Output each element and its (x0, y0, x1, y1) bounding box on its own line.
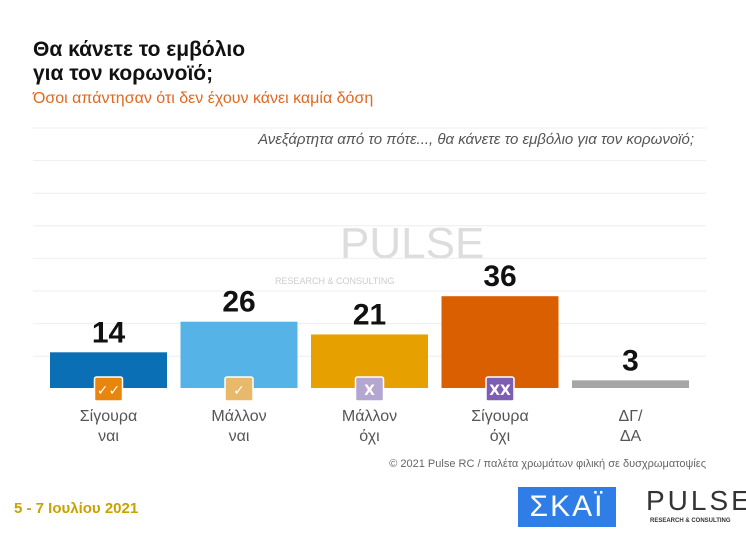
chart-subtitle: Όσοι απάντησαν ότι δεν έχουν κάνει καμία… (33, 90, 374, 107)
bar (441, 296, 559, 388)
category-label: όχι (359, 428, 380, 445)
badge-icon (354, 376, 385, 402)
watermark-tagline: RESEARCH & CONSULTING (275, 276, 394, 286)
chart-title: Θα κάνετε το εμβόλιο για τον κορωνοϊό; (33, 38, 245, 86)
category-label: Μάλλον (342, 408, 397, 425)
badge-symbol: XX (489, 383, 511, 399)
copyright-note: © 2021 Pulse RC / παλέτα χρωμάτων φιλική… (389, 458, 706, 470)
category-label: Μάλλον (211, 408, 266, 425)
category-label: ΔΓ/ (619, 408, 644, 425)
badge-symbol: ✓✓ (97, 383, 120, 399)
data-label: 26 (222, 286, 255, 319)
category-label: Σίγουρα (471, 408, 528, 425)
pulse-logo: PULSE RESEARCH & CONSULTING (626, 485, 746, 529)
category-label: όχι (490, 428, 511, 445)
badge-icon (485, 376, 515, 402)
badge-icon (93, 376, 124, 402)
category-label: ναι (229, 428, 250, 445)
data-label: 3 (622, 344, 639, 377)
badge-icon (224, 376, 254, 402)
pulse-logo-tagline: RESEARCH & CONSULTING (650, 518, 731, 524)
category-label: ΔΑ (620, 428, 642, 445)
pulse-logo-text: PULSE (646, 485, 746, 516)
category-label: Σίγουρα (80, 408, 137, 425)
question-text: Ανεξάρτητα από το πότε..., θα κάνετε το … (258, 131, 694, 148)
bar (572, 380, 689, 388)
data-label: 21 (353, 298, 386, 331)
skai-logo: ΣΚΑΪ (518, 487, 616, 527)
title-line2: για τον κορωνοϊό; (33, 62, 214, 85)
badge-symbol: ✓ (233, 383, 245, 399)
badge-symbol: X (364, 383, 375, 399)
watermark-brand: PULSE (340, 219, 484, 268)
survey-date: 5 - 7 Ιουλίου 2021 (14, 500, 139, 517)
title-line1: Θα κάνετε το εμβόλιο (33, 38, 246, 61)
category-label: ναι (98, 428, 119, 445)
data-label: 36 (483, 260, 516, 293)
data-label: 14 (92, 316, 126, 349)
